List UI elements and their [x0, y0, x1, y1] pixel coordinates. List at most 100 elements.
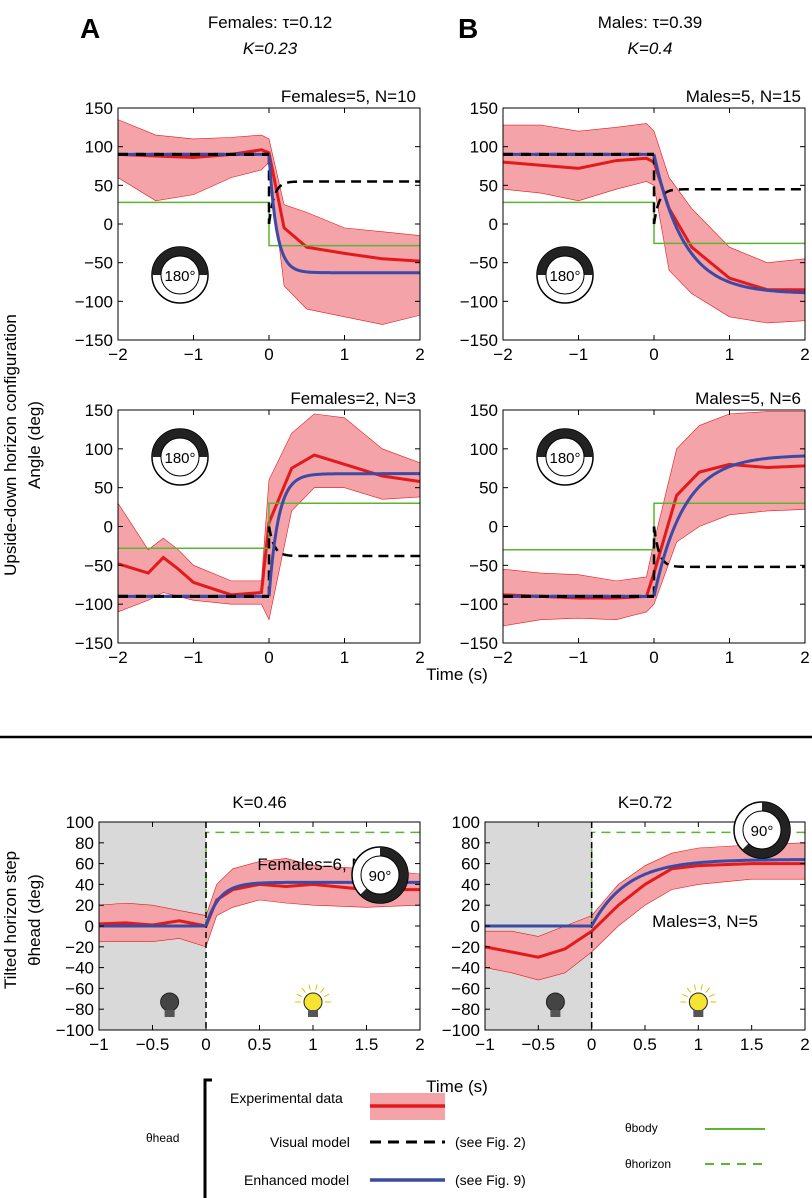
panel-letter-b: B — [458, 13, 478, 44]
y-tick-label: 50 — [94, 176, 113, 195]
dial-inner-circle — [742, 810, 782, 850]
y-tick-label: −50 — [469, 556, 498, 575]
legend: θhead Experimental data Visual model (se… — [146, 1078, 765, 1198]
dial-label: 90° — [369, 868, 392, 885]
y-tick-label: 80 — [461, 834, 480, 853]
dark-bulb-icon — [545, 992, 565, 1017]
legend-enhanced-label: Enhanced model — [244, 1172, 349, 1188]
chart-a2: −2 −1 0 1 2 −150 −100 −50 0 50 100 150 Females=2, N=… — [75, 389, 425, 667]
legend-visual-label: Visual model — [270, 1134, 350, 1150]
bulb-ray — [320, 987, 325, 993]
y-tick-label: 100 — [452, 813, 480, 832]
legend-theta-head: θhead — [146, 1131, 179, 1145]
x-tick-label: 0 — [201, 1035, 210, 1054]
data-band — [503, 123, 805, 324]
data-line — [485, 862, 805, 959]
y-tick-label: 0 — [471, 917, 480, 936]
enhanced-model-post — [652, 454, 805, 597]
ylabel-bottom-line1: Tilted horizon step — [1, 851, 20, 989]
y-tick-label: −40 — [451, 959, 480, 978]
y-tick-label: 60 — [75, 855, 94, 874]
x-tick-label: 1 — [725, 648, 734, 667]
y-tick-label: 100 — [66, 813, 94, 832]
y-tick-label: 40 — [75, 875, 94, 894]
y-tick-label: 150 — [85, 99, 113, 118]
x-tick-label: 0 — [649, 648, 658, 667]
y-tick-label: −80 — [65, 1000, 94, 1019]
y-tick-label: −150 — [460, 331, 498, 350]
y-tick-label: 0 — [85, 917, 94, 936]
x-tick-label: −1 — [184, 648, 203, 667]
plot-area — [503, 411, 805, 627]
y-tick-label: 100 — [470, 138, 498, 157]
ylabel-bottom-line2: θhead (deg) — [25, 874, 44, 966]
y-tick-label: 50 — [479, 479, 498, 498]
chart-title: Males=5, N=15 — [686, 87, 801, 106]
visual-model-post — [652, 187, 805, 225]
y-tick-label: 0 — [489, 215, 498, 234]
y-tick-label: 150 — [470, 99, 498, 118]
bulb-base — [164, 1010, 175, 1017]
header-males-line2: K=0.4 — [628, 39, 673, 58]
y-tick-label: −60 — [451, 979, 480, 998]
dial-label: 180° — [164, 268, 195, 285]
plot-area — [99, 822, 420, 1030]
legend-bracket — [203, 1078, 212, 1198]
x-tick-label: −1 — [569, 345, 588, 364]
bulb-ray — [693, 984, 697, 991]
x-tick-label: 1.5 — [740, 1035, 764, 1054]
x-tick-label: −1 — [89, 1035, 108, 1054]
y-tick-label: 0 — [104, 518, 113, 537]
data-line — [118, 453, 420, 597]
x-tick-label: 0 — [587, 1035, 596, 1054]
legend-experimental-label: Experimental data — [230, 1090, 343, 1106]
enhanced-model-post — [267, 154, 420, 275]
bulb-ray — [308, 984, 311, 991]
dial-label: 180° — [549, 450, 580, 467]
panel-letter-a: A — [80, 13, 100, 44]
dial-inner-circle — [545, 255, 585, 295]
bulb-ray — [708, 993, 715, 998]
dial-label: 180° — [164, 450, 195, 467]
header-females-line2: K=0.23 — [243, 39, 298, 58]
ylabel-top-line2: Angle (deg) — [25, 401, 44, 489]
bulb-base — [308, 1010, 318, 1017]
y-tick-label: 0 — [489, 518, 498, 537]
dial-icon: 90° — [733, 801, 791, 859]
y-tick-label: 20 — [75, 896, 94, 915]
x-tick-label: 1 — [340, 345, 349, 364]
y-tick-label: −40 — [65, 959, 94, 978]
x-tick-label: −1 — [184, 345, 203, 364]
data-band — [485, 842, 805, 981]
y-tick-label: −20 — [65, 938, 94, 957]
enhanced-model-post — [267, 472, 420, 597]
dial-dark-arc — [537, 247, 593, 275]
x-tick-label: 1 — [725, 345, 734, 364]
enhanced-model-post — [590, 858, 805, 927]
chart-b2: −2 −1 0 1 2 −150 −100 −50 0 50 100 150 Males=5, N=6 1… — [460, 389, 810, 667]
y-tick-label: 0 — [104, 215, 113, 234]
y-tick-label: 20 — [461, 896, 480, 915]
x-tick-label: 0.5 — [633, 1035, 657, 1054]
y-tick-label: −100 — [75, 292, 113, 311]
dial-icon: 180° — [536, 246, 594, 304]
bulb-ray — [323, 993, 330, 998]
chart-title: Males=5, N=6 — [695, 389, 801, 408]
bulb-glass — [160, 992, 180, 1012]
y-tick-label: 40 — [461, 875, 480, 894]
y-tick-label: −60 — [65, 979, 94, 998]
x-tick-label: 0 — [649, 345, 658, 364]
bulb-ray — [296, 993, 303, 998]
bulb-ray — [301, 987, 306, 993]
x-tick-label: 2 — [800, 1035, 809, 1054]
y-tick-label: −50 — [84, 556, 113, 575]
header-males-line1: Males: τ=0.39 — [598, 13, 703, 32]
legend-see-fig9: (see Fig. 9) — [455, 1172, 526, 1188]
plot-area — [118, 413, 420, 621]
x-tick-label: −2 — [108, 345, 127, 364]
x-tick-label: 2 — [415, 1035, 424, 1054]
ylabel-top-line1: Upside-down horizon configuration — [1, 314, 20, 576]
dial-dark-arc — [742, 802, 790, 858]
